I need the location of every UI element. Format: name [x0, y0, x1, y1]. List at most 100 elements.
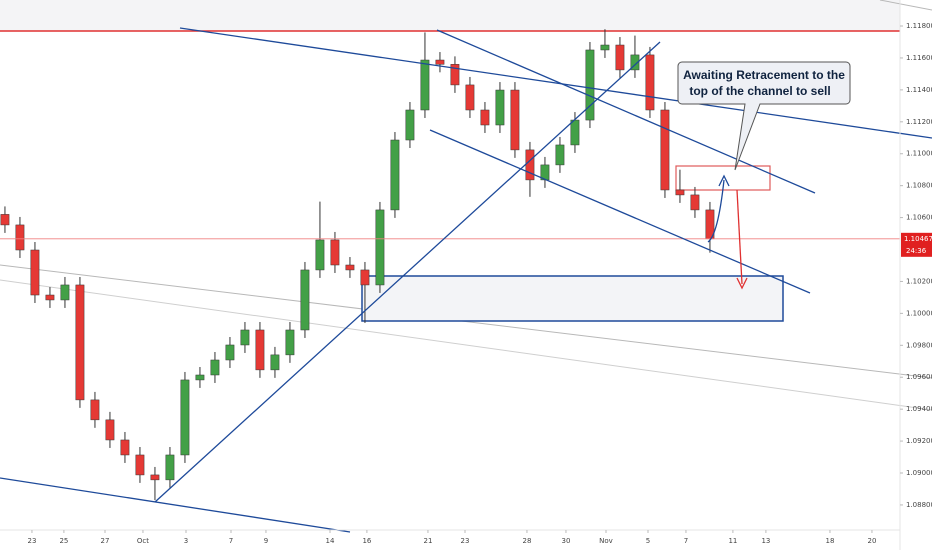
annotation-line: top of the channel to sell [689, 84, 830, 98]
candle-body [360, 269, 370, 286]
candle-body [150, 474, 160, 481]
y-tick-label: 1.11200 [906, 118, 932, 126]
candle-body [660, 109, 670, 191]
axes: 1.11800 1.11600 1.11400 1.11200 1.11000 1.108… [27, 22, 932, 545]
arrow-up [707, 179, 725, 243]
candle-body [555, 144, 565, 166]
candle-body [600, 44, 610, 51]
support-zone [361, 275, 784, 322]
x-tick-label: 27 [101, 537, 110, 545]
candle-body [285, 329, 295, 356]
x-tick-label: 23 [27, 537, 36, 545]
rising-trend-line [154, 41, 661, 503]
candle-body [510, 89, 520, 151]
x-tick-label: 9 [264, 537, 268, 545]
candle-body [75, 284, 85, 401]
y-tick-label: 1.10600 [906, 214, 932, 222]
candle-body [270, 354, 280, 371]
trend-line [0, 477, 351, 533]
y-tick-label: 1.10200 [906, 277, 932, 285]
candle-body [570, 119, 580, 146]
channel-bottom [429, 129, 811, 294]
last-price-label: 1.10467 [904, 235, 932, 243]
candle-body [300, 269, 310, 331]
arrow-head [718, 174, 730, 187]
candle-body [375, 209, 385, 286]
candle-body [60, 284, 70, 301]
y-tick-label: 1.11000 [906, 150, 932, 158]
x-tick-label: 28 [522, 537, 531, 545]
x-tick-label: 14 [326, 537, 335, 545]
x-tick-label: 5 [646, 537, 650, 545]
y-tick-label: 1.09800 [906, 341, 932, 349]
candle-body [30, 249, 40, 296]
candle-body [345, 264, 355, 271]
y-tick-label: 1.11600 [906, 54, 932, 62]
x-tick-label: 11 [728, 537, 737, 545]
candle-body [465, 84, 475, 111]
candle-body [420, 59, 430, 111]
y-tick-label: 1.11400 [906, 86, 932, 94]
x-tick-label: 20 [867, 537, 876, 545]
x-tick-label: 7 [229, 537, 233, 545]
callout [677, 61, 851, 171]
x-tick-label: 25 [59, 537, 68, 545]
candle-body [195, 374, 205, 381]
candle-body [480, 109, 490, 126]
annotation-line: Awaiting Retracement to the [683, 68, 845, 82]
resistance-zone [0, 0, 900, 31]
candle-body [105, 419, 115, 441]
candle-body [165, 454, 175, 481]
candle-body [630, 54, 640, 71]
x-tick-label: 7 [684, 537, 688, 545]
y-tick-label: 1.09000 [906, 469, 932, 477]
candle-body [180, 379, 190, 456]
candle-body [405, 109, 415, 141]
x-tick-label: Oct [137, 537, 149, 545]
candle-body [330, 239, 340, 266]
x-tick-label: 30 [561, 537, 570, 545]
x-tick-label: 3 [184, 537, 188, 545]
candle-body [525, 149, 535, 181]
y-tick-label: 1.10800 [906, 182, 932, 190]
candle-body [615, 44, 625, 71]
x-tick-label: 18 [825, 537, 834, 545]
candle-body [45, 294, 55, 301]
candle-body [225, 344, 235, 361]
y-tick-label: 1.09200 [906, 437, 932, 445]
arrow-head [736, 277, 748, 290]
candle-body [315, 239, 325, 271]
y-tick-label: 1.11800 [906, 22, 932, 30]
candle-body [585, 49, 595, 121]
candle-body [645, 54, 655, 111]
x-tick-label: Nov [599, 537, 613, 545]
candle-body [690, 194, 700, 211]
trend-line [0, 279, 932, 411]
candle-body [390, 139, 400, 211]
candle-body [495, 89, 505, 126]
candle-body [255, 329, 265, 371]
drawings [0, 27, 932, 533]
countdown: 24:36 [906, 247, 927, 255]
trend-line [179, 27, 932, 139]
candle-body [135, 454, 145, 476]
x-tick-label: 23 [461, 537, 470, 545]
y-tick-label: 1.09600 [906, 373, 932, 381]
y-tick-label: 1.08800 [906, 501, 932, 509]
candle-body [15, 224, 25, 251]
x-tick-label: 13 [761, 537, 770, 545]
candle-body [435, 59, 445, 65]
x-tick-label: 16 [362, 537, 371, 545]
trend-line [879, 0, 932, 11]
channel-top [436, 29, 816, 194]
x-tick-label: 21 [423, 537, 432, 545]
candle-body [0, 214, 10, 226]
candle-body [90, 399, 100, 421]
candles [0, 29, 900, 501]
candle-body [240, 329, 250, 346]
last-price-tag [901, 232, 932, 257]
arrow-down [736, 189, 743, 285]
candle-body [675, 189, 685, 196]
candle-body [210, 359, 220, 376]
